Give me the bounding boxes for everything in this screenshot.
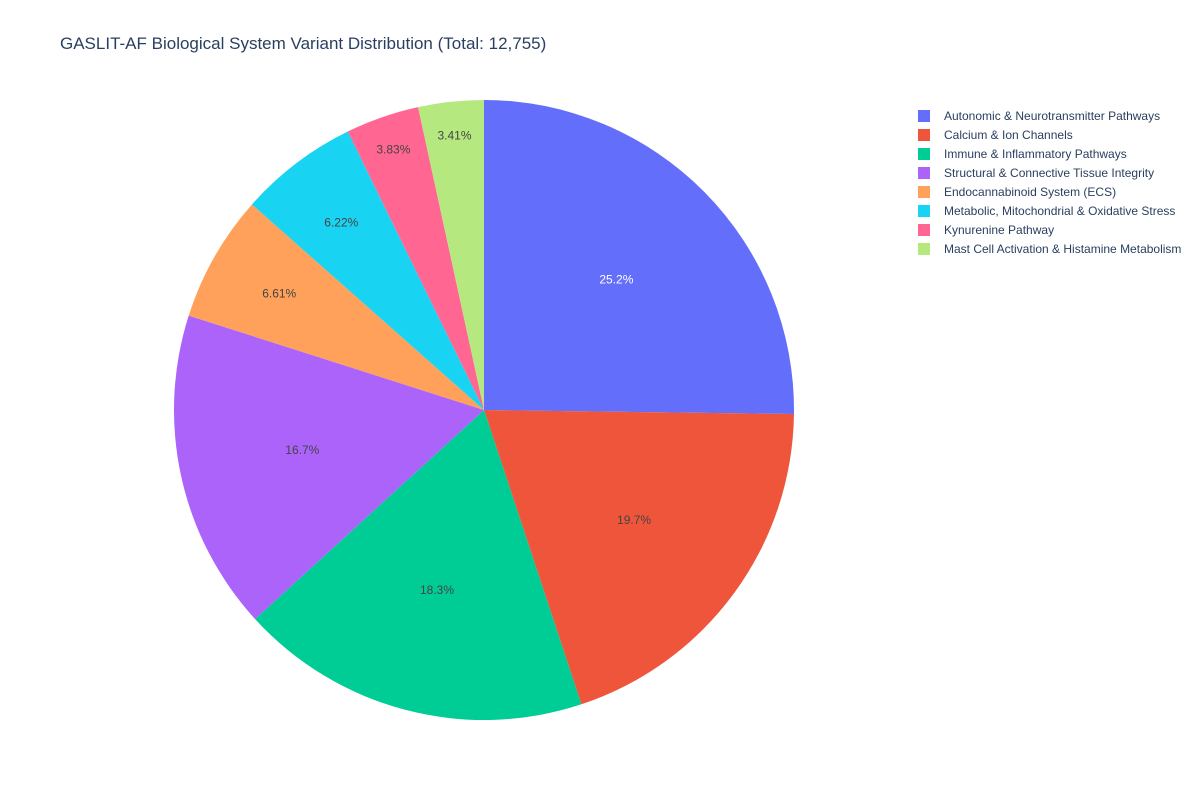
legend-label-7: Mast Cell Activation & Histamine Metabol… (944, 241, 1182, 256)
legend-item-5[interactable]: Metabolic, Mitochondrial & Oxidative Str… (918, 201, 1181, 220)
legend-swatch-3 (918, 166, 930, 179)
pie-slice-7[interactable] (418, 100, 484, 410)
pie-slice-label-4: 6.61% (262, 287, 296, 301)
legend-swatch-1 (918, 128, 930, 141)
pie-slice-label-7: 3.41% (437, 129, 471, 143)
legend-label-4: Endocannabinoid System (ECS) (944, 184, 1117, 199)
legend-label-2: Immune & Inflammatory Pathways (944, 146, 1127, 161)
legend-label-0: Autonomic & Neurotransmitter Pathways (944, 108, 1161, 123)
pie-slice-6[interactable] (347, 107, 484, 411)
legend-item-0[interactable]: Autonomic & Neurotransmitter Pathways (918, 106, 1181, 125)
pie-slices (174, 100, 794, 720)
pie-slice-label-3: 16.7% (285, 443, 319, 457)
legend: Autonomic & Neurotransmitter Pathways Cal… (918, 106, 1181, 258)
legend-label-1: Calcium & Ion Channels (944, 127, 1073, 142)
legend-item-4[interactable]: Endocannabinoid System (ECS) (918, 182, 1181, 201)
pie-slice-1[interactable] (484, 410, 794, 705)
legend-swatch-5 (918, 204, 930, 217)
legend-swatch-4 (918, 185, 930, 198)
pie-slice-2[interactable] (255, 410, 582, 720)
legend-item-7[interactable]: Mast Cell Activation & Histamine Metabol… (918, 239, 1181, 258)
legend-item-6[interactable]: Kynurenine Pathway (918, 220, 1181, 239)
legend-swatch-7 (918, 242, 930, 255)
legend-swatch-6 (918, 223, 930, 236)
pie-slice-label-6: 3.83% (376, 142, 410, 156)
legend-swatch-0 (918, 109, 930, 122)
legend-item-2[interactable]: Immune & Inflammatory Pathways (918, 144, 1181, 163)
legend-swatch-2 (918, 147, 930, 160)
pie-slice-label-1: 19.7% (617, 513, 651, 527)
legend-item-3[interactable]: Structural & Connective Tissue Integrity (918, 163, 1181, 182)
pie-slice-0[interactable] (484, 100, 794, 415)
pie-slice-5[interactable] (251, 131, 484, 410)
legend-label-6: Kynurenine Pathway (944, 222, 1055, 237)
pie-slice-label-0: 25.2% (599, 272, 633, 286)
pie-slice-3[interactable] (174, 315, 484, 620)
pie-slice-label-5: 6.22% (324, 216, 358, 230)
legend-label-5: Metabolic, Mitochondrial & Oxidative Str… (944, 203, 1176, 218)
pie-slice-label-2: 18.3% (420, 583, 454, 597)
pie-slice-4[interactable] (188, 204, 484, 410)
chart-title: GASLIT-AF Biological System Variant Dist… (60, 34, 547, 53)
legend-label-3: Structural & Connective Tissue Integrity (944, 165, 1155, 180)
pie-slice-labels: 25.2% 19.7% 18.3% 16.7% 6.61% 6.22% 3.83% 3.41% (262, 129, 651, 597)
legend-item-1[interactable]: Calcium & Ion Channels (918, 125, 1181, 144)
